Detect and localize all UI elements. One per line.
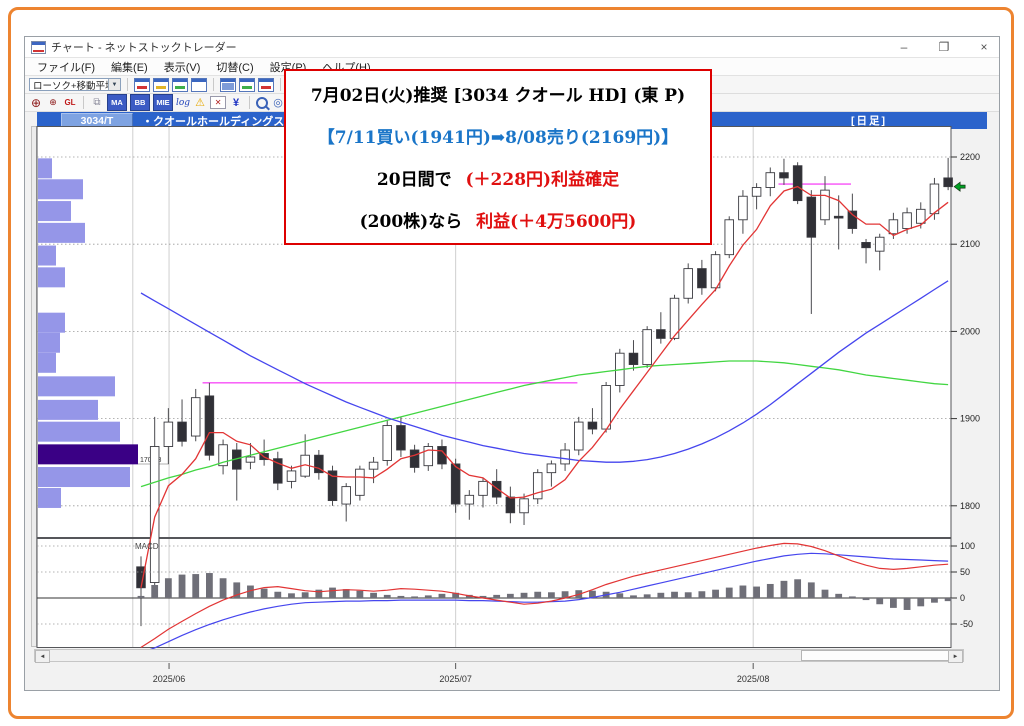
toolbar-separator [213,78,214,91]
mie-indicator-icon[interactable]: MIE [153,94,173,111]
svg-text:50: 50 [960,567,970,577]
zoom-icon[interactable] [256,96,269,109]
app-chart-icon [31,40,46,54]
svg-text:2025/07: 2025/07 [439,674,472,684]
toolbar-separator [249,96,251,109]
minimize-button[interactable]: – [900,40,908,54]
chart-window-icon-6[interactable] [239,77,255,92]
svg-text:100: 100 [960,541,975,551]
last-trade-marker [953,181,966,192]
yen-icon[interactable]: ¥ [233,96,240,109]
trade-level-lines [202,183,851,384]
moving-averages [140,185,949,588]
menu-switch[interactable]: 切替(C) [216,61,254,74]
svg-text:2025/08: 2025/08 [737,674,770,684]
stock-code[interactable]: 3034/T [61,113,133,129]
svg-text:2100: 2100 [960,239,980,249]
warning-icon[interactable]: ⚠ [195,97,205,109]
bollinger-bands-icon[interactable]: BB [130,94,150,111]
restore-button[interactable]: ❐ [938,40,950,54]
app-window: チャート - ネットストックトレーダー – ❐ × ファイル(F) 編集(E) … [24,36,1000,691]
recommendation-annotation: 7月02日(火)推奨 [3034 クオール HD] (東 P) 【7/11買い(… [284,69,712,245]
timeframe-label: [日足] [851,115,887,127]
svg-text:-50: -50 [960,619,973,629]
annotation-line-4: (200株)なら 利益(＋4万5600円) [286,207,710,232]
title-bar: チャート - ネットストックトレーダー – ❐ × [25,37,999,58]
annotation-line-4-black: (200株)なら [359,212,463,232]
crosshair-small-icon[interactable]: ⊕ [49,97,57,107]
chart-window-icon-7[interactable] [258,77,274,92]
svg-text:1900: 1900 [960,414,980,424]
decorative-orange-border [8,7,1014,719]
annotation-line-3: 20日間で (＋228円)利益確定 [286,165,710,190]
toolbar-separator [127,78,128,91]
moving-average-icon[interactable]: MA [107,94,127,111]
toolbar-separator [83,96,84,109]
crosshair-icon[interactable]: ⊕ [30,95,42,110]
svg-text:0: 0 [960,593,965,603]
annotation-line-4-red: 利益(＋4万5600円) [476,212,637,232]
macd-panel: MACD 100 50 0 -50 [37,541,975,654]
annotation-line-2: 【7/11買い(1941円)➡8/08売り(2169円)】 [317,128,679,148]
link-icon[interactable]: ⧉ [93,97,101,108]
annotation-line-3-black: 20日間で [376,170,452,190]
candles [136,157,953,627]
scroll-left-icon[interactable]: ◄ [35,650,50,663]
close-button[interactable]: × [980,40,988,54]
chart-window-icon-2[interactable] [153,77,169,92]
toolbar-separator [280,78,281,91]
chevron-down-icon[interactable]: ▼ [108,79,120,90]
chart-type-value: ローソク+移動平均 [33,80,115,92]
svg-text:1800: 1800 [960,501,980,511]
svg-text:2200: 2200 [960,152,980,162]
close-chart-icon[interactable]: ✕ [210,96,227,109]
chart-window-icon-3[interactable] [172,77,188,92]
menu-view[interactable]: 表示(V) [163,61,201,74]
menu-file[interactable]: ファイル(F) [37,61,96,74]
globe-settings-icon[interactable]: ◎ [273,97,283,109]
chart-window-icon-4[interactable] [191,77,207,92]
svg-text:2000: 2000 [960,326,980,336]
menu-edit[interactable]: 編集(E) [111,61,148,74]
stock-name: ・クオールホールディングス [142,115,285,128]
svg-text:MACD: MACD [135,542,159,551]
scrollbar-thumb[interactable] [801,650,950,661]
scroll-right-icon[interactable]: ► [948,650,963,663]
annotation-line-1: 7月02日(火)推奨 [3034 クオール HD] (東 P) [310,86,686,106]
chart-type-select[interactable]: ローソク+移動平均 ▼ [29,78,121,92]
gl-indicator-icon[interactable]: GL [64,98,76,107]
log-scale-icon[interactable]: log [176,97,191,108]
window-title: チャート - ネットストックトレーダー [51,42,237,54]
horizontal-scrollbar[interactable]: ◄ ► [34,649,964,663]
svg-text:2025/06: 2025/06 [153,674,186,684]
annotation-line-3-red: (＋228円)利益確定 [465,170,620,190]
chart-window-icon-5[interactable] [220,77,236,92]
chart-window-icon-1[interactable] [134,77,150,92]
window-controls: – ❐ × [897,37,991,57]
